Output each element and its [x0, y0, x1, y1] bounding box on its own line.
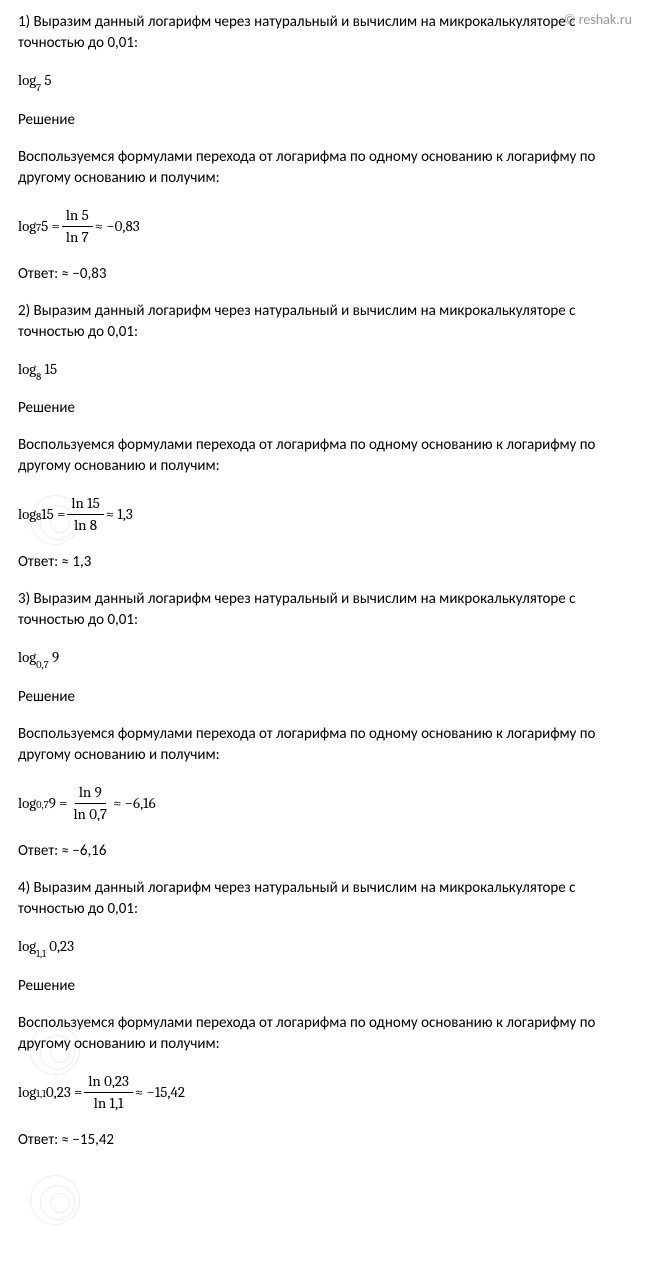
- answer-text: Ответ: ≈ −0,83: [18, 264, 632, 285]
- problem-intro: 2) Выразим данный логарифм через натурал…: [18, 301, 632, 343]
- fraction-denominator: ln 7: [62, 227, 93, 248]
- problem-expression: log1,1 0,23: [18, 936, 632, 960]
- log-arg: 9: [49, 648, 59, 666]
- solution-label: Решение: [18, 976, 632, 997]
- log-arg: 15: [41, 360, 57, 378]
- log-base: 7: [36, 221, 41, 236]
- log-base: 1,1: [36, 1087, 46, 1102]
- fraction: ln 0,23 ln 1,1: [84, 1071, 133, 1114]
- explanation-text: Воспользуемся формулами перехода от лога…: [18, 435, 632, 477]
- watermark-text: © reshak.ru: [564, 10, 632, 30]
- calc-result: ≈ 1,3: [106, 504, 133, 525]
- log-prefix: log: [18, 71, 36, 89]
- explanation-text: Воспользуемся формулами перехода от лога…: [18, 724, 632, 766]
- log-arg: 5 =: [41, 216, 60, 237]
- log-base: 0,7: [36, 798, 49, 813]
- log-base: 1,1: [36, 948, 46, 960]
- fraction-numerator: ln 0,23: [84, 1071, 133, 1093]
- problem-intro: 1) Выразим данный логарифм через натурал…: [18, 12, 632, 54]
- problem-expression: log0,7 9: [18, 647, 632, 671]
- answer-text: Ответ: ≈ −6,16: [18, 841, 632, 862]
- calc-result: ≈ −0,83: [95, 216, 140, 237]
- log-base: 7: [36, 82, 41, 94]
- answer-text: Ответ: ≈ 1,3: [18, 552, 632, 573]
- log-prefix: log: [18, 360, 36, 378]
- solution-label: Решение: [18, 110, 632, 131]
- log-base: 8: [36, 371, 41, 383]
- log-arg: 5: [41, 71, 51, 89]
- fraction-denominator: ln 0,7: [69, 804, 111, 825]
- explanation-text: Воспользуемся формулами перехода от лога…: [18, 147, 632, 189]
- calc-result: ≈ −15,42: [135, 1082, 185, 1103]
- log-arg: 0,23: [46, 937, 74, 955]
- log-prefix: log: [18, 1082, 36, 1103]
- log-arg: 0,23 =: [46, 1082, 82, 1103]
- log-base: 8: [36, 510, 41, 525]
- problem-intro: 4) Выразим данный логарифм через натурал…: [18, 878, 632, 920]
- problem-expression: log7 5: [18, 70, 632, 94]
- explanation-text: Воспользуемся формулами перехода от лога…: [18, 1013, 632, 1055]
- calc-result: ≈ −6,16: [113, 793, 156, 814]
- fraction: ln 5 ln 7: [62, 205, 93, 248]
- log-prefix: log: [18, 937, 36, 955]
- fraction-numerator: ln 15: [67, 493, 103, 515]
- fraction: ln 15 ln 8: [67, 493, 103, 536]
- log-arg: 9 =: [49, 793, 68, 814]
- log-prefix: log: [18, 504, 36, 525]
- fraction-denominator: ln 1,1: [90, 1093, 128, 1114]
- log-prefix: log: [18, 648, 36, 666]
- log-prefix: log: [18, 793, 36, 814]
- calculation: log8 15 = ln 15 ln 8 ≈ 1,3: [18, 493, 632, 536]
- solution-label: Решение: [18, 687, 632, 708]
- calculation: log1,1 0,23 = ln 0,23 ln 1,1 ≈ −15,42: [18, 1071, 632, 1114]
- fraction: ln 9 ln 0,7: [69, 782, 111, 825]
- calculation: log0,7 9 = ln 9 ln 0,7 ≈ −6,16: [18, 782, 632, 825]
- fraction-numerator: ln 5: [62, 205, 93, 227]
- solution-label: Решение: [18, 398, 632, 419]
- answer-text: Ответ: ≈ −15,42: [18, 1130, 632, 1151]
- fraction-denominator: ln 8: [70, 515, 101, 536]
- fraction-numerator: ln 9: [75, 782, 106, 804]
- problem-intro: 3) Выразим данный логарифм через натурал…: [18, 589, 632, 631]
- calculation: log7 5 = ln 5 ln 7 ≈ −0,83: [18, 205, 632, 248]
- problem-expression: log8 15: [18, 359, 632, 383]
- log-arg: 15 =: [41, 504, 65, 525]
- log-prefix: log: [18, 216, 36, 237]
- log-base: 0,7: [36, 659, 49, 671]
